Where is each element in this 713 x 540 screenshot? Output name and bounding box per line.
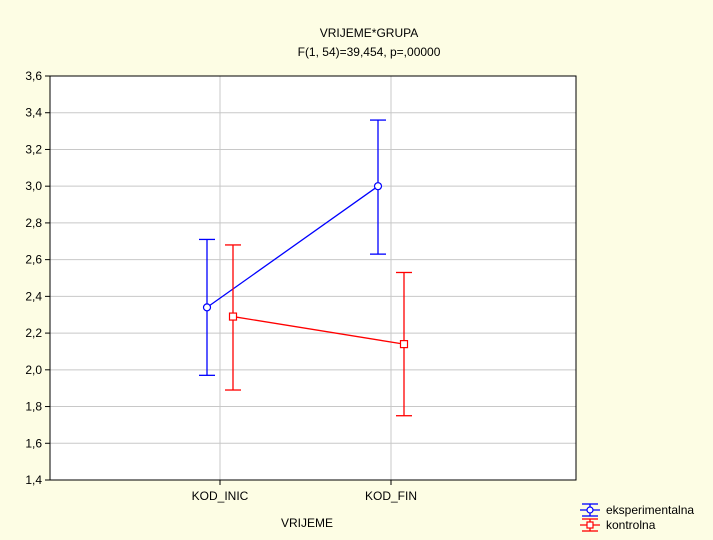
y-tick-label: 3,0: [25, 179, 42, 193]
legend-item: kontrolna: [580, 518, 656, 532]
data-point: [228, 312, 238, 321]
chart-subtitle: F(1, 54)=39,454, p=,00000: [298, 45, 441, 59]
data-point: [202, 303, 212, 312]
y-tick-label: 1,4: [25, 473, 42, 487]
plot-layer: 1,4 1,6 1,8 2,0 2,2 2,4 2,6 2,8 3,0 3,2 3,4 3,6 KOD_…: [25, 69, 577, 503]
y-tick-label: 2,6: [25, 253, 42, 267]
plot-area: [50, 76, 576, 480]
series-line: [232, 315, 405, 345]
y-tick-label: 3,2: [25, 142, 42, 156]
legend-label: eksperimentalna: [606, 503, 694, 517]
chart-title: VRIJEME*GRUPA: [320, 26, 418, 40]
y-tick-label: 1,8: [25, 400, 42, 414]
y-tick-label: 2,0: [25, 363, 42, 377]
x-tick-label: KOD_INIC: [192, 489, 249, 503]
y-tick-label: 3,6: [25, 69, 42, 83]
series-eksperimentalna: [199, 119, 386, 376]
y-tick-label: 2,4: [25, 289, 42, 303]
legend-marker: [586, 506, 594, 514]
x-tick-label: KOD_FIN: [365, 489, 417, 503]
data-point: [399, 340, 409, 349]
legend-item: eksperimentalna: [580, 503, 694, 517]
y-tick-label: 2,2: [25, 326, 42, 340]
data-point: [373, 182, 383, 191]
series-kontrolna: [225, 244, 412, 417]
x-axis-label: VRIJEME: [281, 516, 333, 530]
series-line: [206, 185, 379, 308]
y-tick-label: 1,6: [25, 436, 42, 450]
legend-label: kontrolna: [606, 518, 656, 532]
y-tick-label: 2,8: [25, 216, 42, 230]
y-tick-label: 3,4: [25, 106, 42, 120]
plot-frame: [49, 75, 577, 481]
legend-marker: [586, 521, 594, 529]
